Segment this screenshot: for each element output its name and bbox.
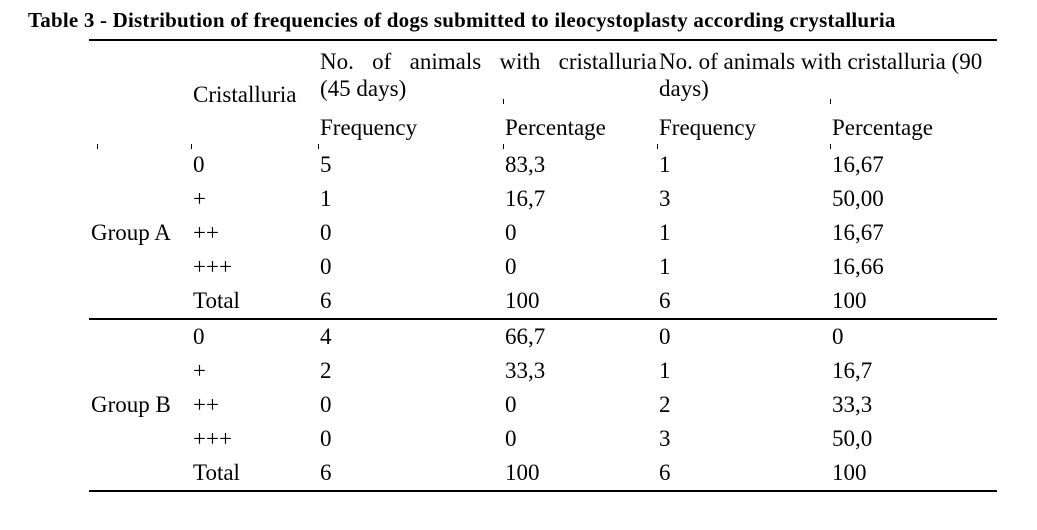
cell-percentage-45: 66,7 — [505, 324, 546, 349]
cell-percentage-45: 0 — [505, 392, 517, 417]
cell-percentage-45: 16,7 — [505, 186, 546, 211]
cell-frequency-45: 0 — [320, 392, 332, 417]
cell-percentage-90: 0 — [832, 324, 844, 349]
table-row-total: Total 6 100 6 100 — [89, 284, 998, 320]
cell-cristalluria: 0 — [193, 152, 205, 177]
cell-frequency-45: 6 — [318, 284, 503, 320]
header-row-1: Cristalluria No. of animals with cristal… — [89, 40, 997, 108]
gridline-tick — [830, 99, 831, 104]
cell-cristalluria: + — [193, 358, 206, 383]
cell-percentage-90: 100 — [830, 456, 998, 492]
cell-percentage-90: 16,7 — [832, 358, 873, 383]
cell-cristalluria: Total — [191, 284, 318, 320]
cell-percentage-45: 83,3 — [505, 152, 546, 177]
subheader-frequency-45: Frequency — [320, 115, 418, 140]
table-caption: Table 3 - Distribution of frequencies of… — [28, 8, 896, 32]
group-a-label: Group A — [89, 148, 191, 320]
cell-percentage-90: 33,3 — [832, 392, 873, 417]
cell-frequency-90: 6 — [657, 456, 831, 492]
cell-frequency-45: 0 — [320, 426, 332, 451]
cell-percentage-90: 16,67 — [832, 152, 884, 177]
cell-frequency-90: 1 — [659, 358, 671, 383]
column-group-45-line2: (45 days) — [320, 75, 407, 101]
cell-cristalluria: ++ — [193, 392, 219, 417]
cell-cristalluria: 0 — [193, 324, 205, 349]
cell-percentage-45: 100 — [503, 456, 658, 492]
cell-frequency-90: 2 — [659, 392, 671, 417]
cell-cristalluria: + — [193, 186, 206, 211]
cell-percentage-90: 50,00 — [832, 186, 884, 211]
cell-frequency-45: 5 — [320, 152, 332, 177]
cell-percentage-45: 33,3 — [505, 358, 546, 383]
cell-frequency-90: 3 — [659, 426, 671, 451]
table-row: Group B 0 4 66,7 0 0 — [89, 319, 997, 492]
cell-frequency-45: 4 — [320, 324, 332, 349]
column-group-90-days: No. of animals with cristalluria (90 day… — [657, 40, 997, 108]
gridline-tick — [657, 144, 658, 149]
header-row-2: Frequency Percentage Frequency Percentag… — [89, 108, 997, 148]
cell-frequency-45: 1 — [320, 186, 332, 211]
gridline-tick — [318, 144, 319, 149]
cell-cristalluria: Total — [191, 456, 318, 492]
cell-frequency-90: 1 — [659, 220, 671, 245]
cell-percentage-45: 0 — [505, 220, 517, 245]
cell-cristalluria: +++ — [193, 426, 232, 451]
table-row: ++ 0 0 2 33,3 — [89, 388, 997, 422]
gridline-tick — [830, 144, 831, 149]
column-group-90-line2: days) — [659, 75, 709, 101]
cell-cristalluria: ++ — [193, 220, 219, 245]
cell-percentage-45: 100 — [503, 284, 658, 320]
table-row: Group A 0 5 83,3 1 16,67 — [89, 148, 997, 320]
subheader-frequency-90: Frequency — [659, 115, 757, 140]
cell-frequency-90: 1 — [659, 152, 671, 177]
cell-percentage-45: 0 — [505, 426, 517, 451]
table-row-total: Total 6 100 6 100 — [89, 456, 998, 492]
gridline-tick — [503, 144, 504, 149]
subheader-percentage-90: Percentage — [832, 115, 933, 140]
cell-percentage-90: 16,66 — [832, 254, 884, 279]
table-row: + 2 33,3 1 16,7 — [89, 354, 997, 388]
column-group-45-days: No. of animals with cristalluria (45 day… — [318, 40, 657, 108]
table-row: ++ 0 0 1 16,67 — [89, 216, 997, 250]
cell-percentage-90: 50,0 — [832, 426, 873, 451]
corner-cell — [89, 40, 191, 148]
column-group-45-line1: No. of animals with cristalluria — [320, 48, 658, 74]
cell-percentage-45: 0 — [505, 254, 517, 279]
results-table: Cristalluria No. of animals with cristal… — [89, 39, 998, 492]
cell-frequency-90: 0 — [659, 324, 671, 349]
cell-frequency-45: 0 — [320, 220, 332, 245]
cell-frequency-90: 3 — [659, 186, 671, 211]
table-row: +++ 0 0 3 50,0 — [89, 422, 997, 456]
cell-percentage-90: 100 — [830, 284, 998, 320]
cell-percentage-90: 16,67 — [832, 220, 884, 245]
cell-frequency-45: 0 — [320, 254, 332, 279]
group-b-label: Group B — [89, 319, 191, 492]
gridline-tick — [503, 99, 504, 104]
gridline-tick — [97, 144, 98, 149]
cell-frequency-90: 6 — [657, 284, 831, 320]
table-row: + 1 16,7 3 50,00 — [89, 182, 997, 216]
cell-frequency-90: 1 — [659, 254, 671, 279]
cell-cristalluria: +++ — [193, 254, 232, 279]
cell-frequency-45: 2 — [320, 358, 332, 383]
cell-frequency-45: 6 — [318, 456, 503, 492]
row-header-cristalluria: Cristalluria — [193, 81, 297, 107]
subheader-percentage-45: Percentage — [505, 115, 606, 140]
gridline-tick — [191, 144, 192, 149]
column-group-90-line1: No. of animals with cristalluria (90 — [659, 48, 983, 74]
table-row: +++ 0 0 1 16,66 — [89, 250, 997, 284]
